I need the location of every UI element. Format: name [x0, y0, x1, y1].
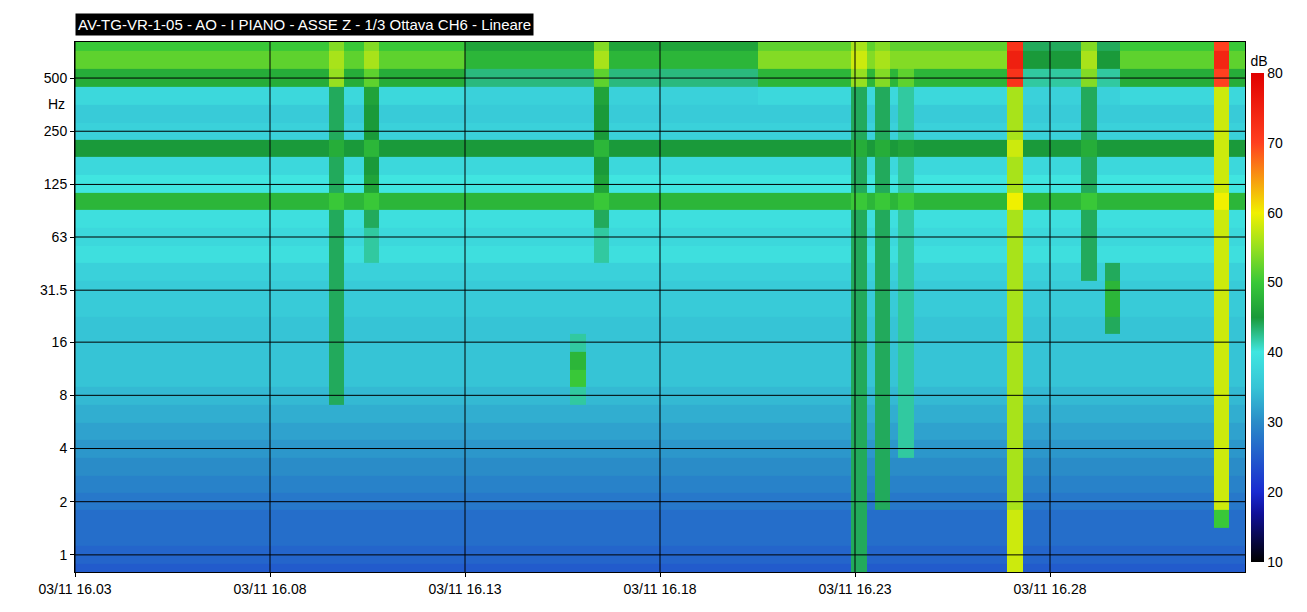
svg-text:4: 4	[59, 440, 67, 456]
svg-text:2: 2	[59, 494, 67, 510]
svg-text:31.5: 31.5	[40, 282, 67, 298]
svg-text:AV-TG-VR-1-05 - AO - I PIANO -: AV-TG-VR-1-05 - AO - I PIANO - ASSE Z - …	[78, 16, 531, 33]
svg-text:50: 50	[1267, 274, 1283, 290]
svg-text:250: 250	[44, 123, 68, 139]
svg-text:03/11 16.18: 03/11 16.18	[624, 581, 697, 597]
svg-text:70: 70	[1267, 135, 1283, 151]
svg-text:80: 80	[1267, 65, 1283, 81]
svg-text:500: 500	[44, 70, 68, 86]
svg-text:40: 40	[1267, 344, 1283, 360]
svg-text:30: 30	[1267, 414, 1283, 430]
svg-text:03/11 16.03: 03/11 16.03	[39, 581, 112, 597]
svg-text:20: 20	[1267, 484, 1283, 500]
svg-text:8: 8	[59, 387, 67, 403]
svg-text:Hz: Hz	[48, 96, 65, 112]
svg-text:125: 125	[44, 176, 68, 192]
svg-text:03/11 16.13: 03/11 16.13	[429, 581, 502, 597]
svg-text:dB: dB	[1251, 53, 1268, 69]
svg-text:03/11 16.23: 03/11 16.23	[819, 581, 892, 597]
svg-text:60: 60	[1267, 205, 1283, 221]
svg-text:03/11 16.08: 03/11 16.08	[234, 581, 307, 597]
svg-text:16: 16	[52, 334, 68, 350]
svg-text:63: 63	[52, 229, 68, 245]
svg-text:03/11 16.28: 03/11 16.28	[1014, 581, 1087, 597]
svg-text:1: 1	[59, 547, 67, 563]
svg-text:10: 10	[1267, 554, 1283, 570]
